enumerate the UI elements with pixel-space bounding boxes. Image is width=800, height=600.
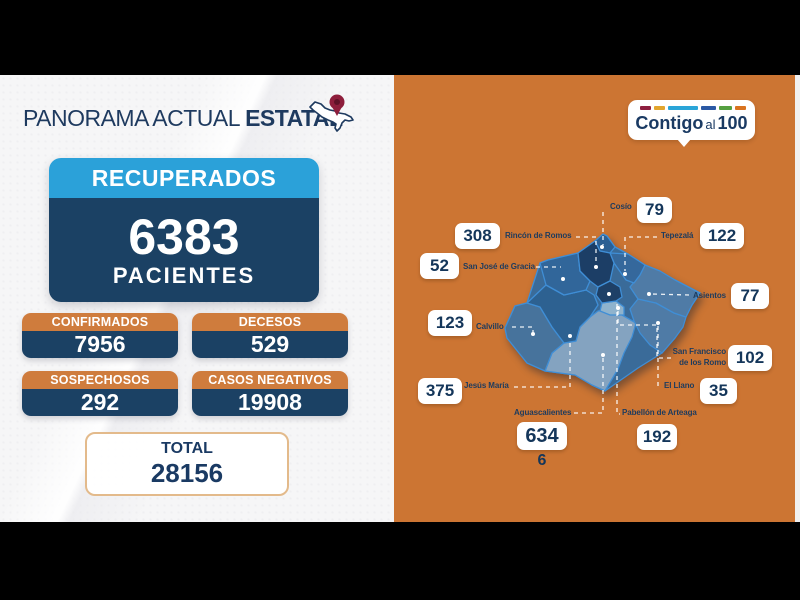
logo-word-contigo: Contigo — [635, 113, 704, 133]
total-label: TOTAL — [161, 440, 213, 457]
value-badge-tepezala: 122 — [700, 223, 744, 249]
recovered-card: RECUPERADOS 6383 PACIENTES — [49, 158, 319, 302]
value-badge-rincon-de-romos: 308 — [455, 223, 500, 249]
value-badge-san-jose-de-gracia: 52 — [420, 253, 459, 279]
recovered-value: 6383 — [128, 209, 240, 265]
municipality-label-el-llano: El Llano — [664, 381, 695, 390]
state-stats-panel: PANORAMA ACTUAL ESTATAL RECUPERADOS 6383… — [0, 75, 394, 522]
logo-color-dashes — [640, 106, 746, 110]
total-value: 28156 — [150, 458, 224, 488]
municipality-label-cosio: Cosío — [610, 202, 632, 211]
value-badge-el-llano: 35 — [700, 378, 737, 404]
stat-value: 7956 — [22, 331, 178, 358]
logo-word-100: 100 — [717, 113, 748, 133]
stat-label: CONFIRMADOS — [22, 313, 178, 331]
municipality-label-san-francisco-de-los-romo: San Francisco de los Romo — [672, 347, 726, 367]
value-badge-calvillo: 123 — [428, 310, 472, 336]
value-badge-asientos: 77 — [731, 283, 769, 309]
stat-value: 292 — [22, 389, 178, 416]
page-title: PANORAMA ACTUAL ESTATAL — [23, 105, 343, 132]
stat-box-confirmados: CONFIRMADOS 7956 — [22, 313, 178, 358]
municipality-label-pabellon-de-arteaga: Pabellón de Arteaga — [622, 408, 697, 417]
total-box: TOTAL 28156 — [85, 432, 289, 496]
value-badge-aguascalientes: 634 — [517, 422, 567, 450]
municipality-label-rincon-de-romos: Rincón de Romos — [505, 231, 572, 240]
stat-value: 19908 — [192, 389, 348, 416]
municipality-label-calvillo: Calvillo — [476, 322, 504, 331]
page-title-regular: PANORAMA ACTUAL — [23, 105, 240, 131]
municipality-label-asientos: Asientos — [693, 291, 726, 300]
stat-box-decesos: DECESOS 529 — [192, 313, 348, 358]
connector-lines — [512, 212, 690, 415]
logo-speech-tail — [677, 139, 691, 147]
municipality-label-aguascalientes: Aguascalientes — [514, 408, 572, 417]
value-overflow-aguascalientes: 6 — [537, 452, 547, 469]
value-badge-cosio: 79 — [637, 197, 672, 223]
contigo-al-100-logo: Contigo al 100 — [628, 100, 755, 140]
logo-word-al: al — [705, 117, 716, 132]
recovered-body: 6383 PACIENTES — [49, 198, 319, 302]
municipality-label-san-jose-de-gracia: San José de Gracia — [463, 262, 536, 271]
value-badge-jesus-maria: 375 — [418, 378, 462, 404]
stat-value: 529 — [192, 331, 348, 358]
stat-label: SOSPECHOSOS — [22, 371, 178, 389]
municipality-map-panel: Cosío Rincón de Romos San José de Gracia… — [394, 75, 795, 522]
value-badge-pabellon-de-arteaga: 192 — [637, 424, 677, 450]
logo-text: Contigo al 100 — [628, 113, 755, 134]
recovered-unit: PACIENTES — [112, 263, 256, 288]
value-badge-san-francisco-de-los-romo: 102 — [728, 345, 772, 371]
stat-box-sospechosos: SOSPECHOSOS 292 — [22, 371, 178, 416]
municipality-dots — [531, 245, 660, 357]
stat-box-casos-negativos: CASOS NEGATIVOS 19908 — [192, 371, 348, 416]
stat-label: CASOS NEGATIVOS — [192, 371, 348, 389]
municipality-label-tepezala: Tepezalá — [661, 231, 694, 240]
infographic-content: PANORAMA ACTUAL ESTATAL RECUPERADOS 6383… — [0, 75, 800, 522]
stat-label: DECESOS — [192, 313, 348, 331]
municipality-label-jesus-maria: Jesús María — [464, 381, 509, 390]
recovered-header: RECUPERADOS — [49, 158, 319, 198]
mexico-map-pin-icon — [308, 93, 356, 137]
right-edge-strip — [795, 75, 800, 522]
aguascalientes-map — [504, 212, 701, 415]
